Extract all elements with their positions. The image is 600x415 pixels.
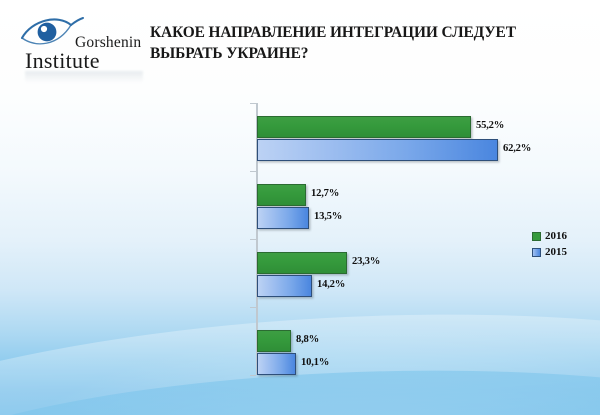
bar-2015 <box>257 207 309 229</box>
axis-tick <box>250 307 256 308</box>
bar-2016 <box>257 184 306 206</box>
logo-word-institute: Institute <box>25 48 100 73</box>
gorshenin-institute-logo: Gorshenin Institute <box>14 8 144 83</box>
page-title: КАКОЕ НАПРАВЛЕНИЕ ИНТЕГРАЦИИ СЛЕДУЕТ ВЫБ… <box>150 24 516 62</box>
bar-2015 <box>257 353 296 375</box>
bar-2016 <box>257 252 347 274</box>
bar-value-2016: 23,3% <box>352 256 381 267</box>
logo-reflection <box>25 71 143 83</box>
bar-value-2015: 62,2% <box>503 143 532 154</box>
category-axis-line <box>256 103 258 375</box>
axis-tick <box>250 239 256 240</box>
legend-label: 2016 <box>545 230 567 242</box>
chart-legend: 2016 2015 <box>532 228 594 260</box>
legend-swatch-icon <box>532 231 541 241</box>
bar-value-2016: 12,7% <box>311 188 340 199</box>
bar-value-2016: 8,8% <box>296 334 320 345</box>
bar-2016 <box>257 116 471 138</box>
bar-value-2015: 13,5% <box>314 211 343 222</box>
legend-item-2015[interactable]: 2015 <box>532 244 594 260</box>
bar-2015 <box>257 139 498 161</box>
bar-value-2016: 55,2% <box>476 120 505 131</box>
eye-logo-icon <box>20 17 84 45</box>
legend-item-2016[interactable]: 2016 <box>532 228 594 244</box>
axis-tick <box>250 375 256 376</box>
axis-tick <box>250 103 256 104</box>
legend-swatch-icon <box>532 247 541 257</box>
bar-2016 <box>257 330 291 352</box>
bar-2015 <box>257 275 312 297</box>
axis-tick <box>250 171 256 172</box>
bar-value-2015: 14,2% <box>317 279 346 290</box>
logo-word-gorshenin: Gorshenin <box>75 34 142 51</box>
legend-label: 2015 <box>545 246 567 258</box>
bar-value-2015: 10,1% <box>301 357 330 368</box>
